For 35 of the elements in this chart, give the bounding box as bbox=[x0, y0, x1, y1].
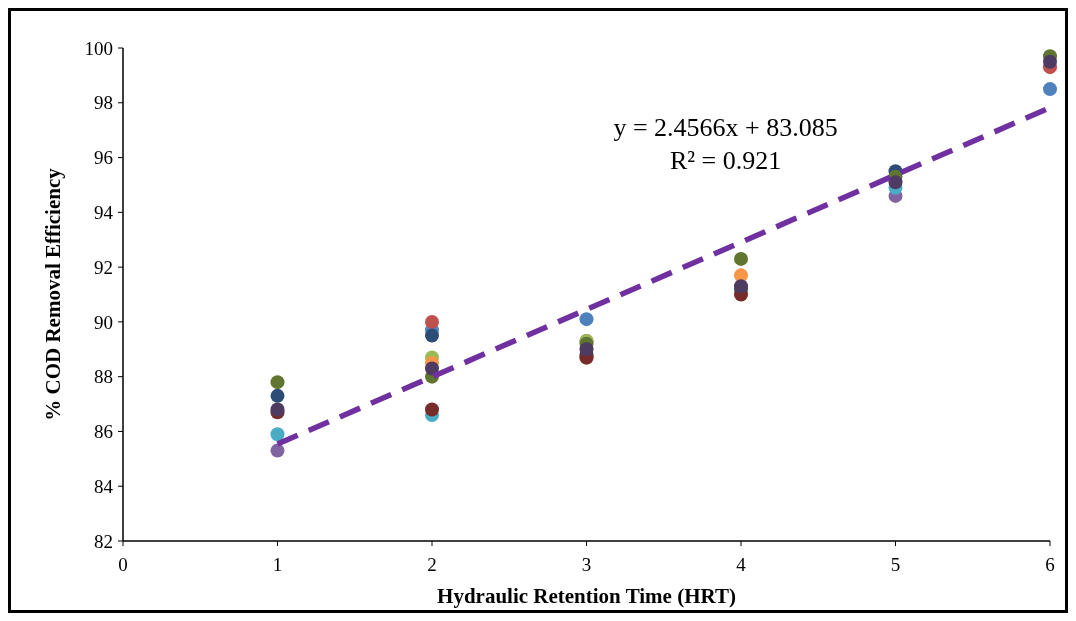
point bbox=[425, 328, 439, 343]
point bbox=[270, 375, 285, 390]
point bbox=[1043, 54, 1057, 69]
x-tick-label: 4 bbox=[736, 554, 747, 575]
y-tick-label: 92 bbox=[94, 256, 113, 278]
x-tick-label: 6 bbox=[1045, 554, 1055, 575]
point bbox=[270, 388, 285, 403]
x-tick-label: 5 bbox=[890, 554, 901, 575]
y-tick-label: 98 bbox=[94, 92, 113, 114]
point bbox=[270, 443, 285, 458]
x-tick-label: 3 bbox=[581, 554, 592, 575]
x-tick-label: 1 bbox=[272, 554, 283, 575]
point bbox=[425, 314, 439, 329]
x-tick-label: 0 bbox=[118, 554, 128, 575]
point bbox=[270, 427, 285, 442]
y-tick-label: 82 bbox=[94, 530, 113, 552]
point bbox=[1043, 82, 1057, 97]
y-axis-title: % COD Removal Efficiency bbox=[41, 167, 65, 421]
point bbox=[579, 312, 594, 327]
y-tick-label: 90 bbox=[94, 311, 113, 333]
point bbox=[579, 342, 594, 357]
x-axis-title: Hydraulic Retention Time (HRT) bbox=[437, 584, 736, 608]
point bbox=[888, 175, 903, 190]
x-tick-label: 2 bbox=[427, 554, 437, 575]
y-tick-label: 94 bbox=[94, 201, 114, 223]
point bbox=[425, 402, 439, 417]
y-tick-label: 86 bbox=[94, 421, 113, 443]
y-tick-label: 100 bbox=[84, 37, 113, 59]
y-tick-label: 84 bbox=[94, 475, 114, 497]
point bbox=[425, 361, 439, 376]
y-tick-label: 96 bbox=[94, 147, 113, 169]
y-tick-label: 88 bbox=[94, 366, 113, 388]
annotation: R² = 0.921 bbox=[669, 145, 782, 175]
annotation: y = 2.4566x + 83.085 bbox=[613, 112, 838, 142]
point bbox=[734, 251, 748, 266]
